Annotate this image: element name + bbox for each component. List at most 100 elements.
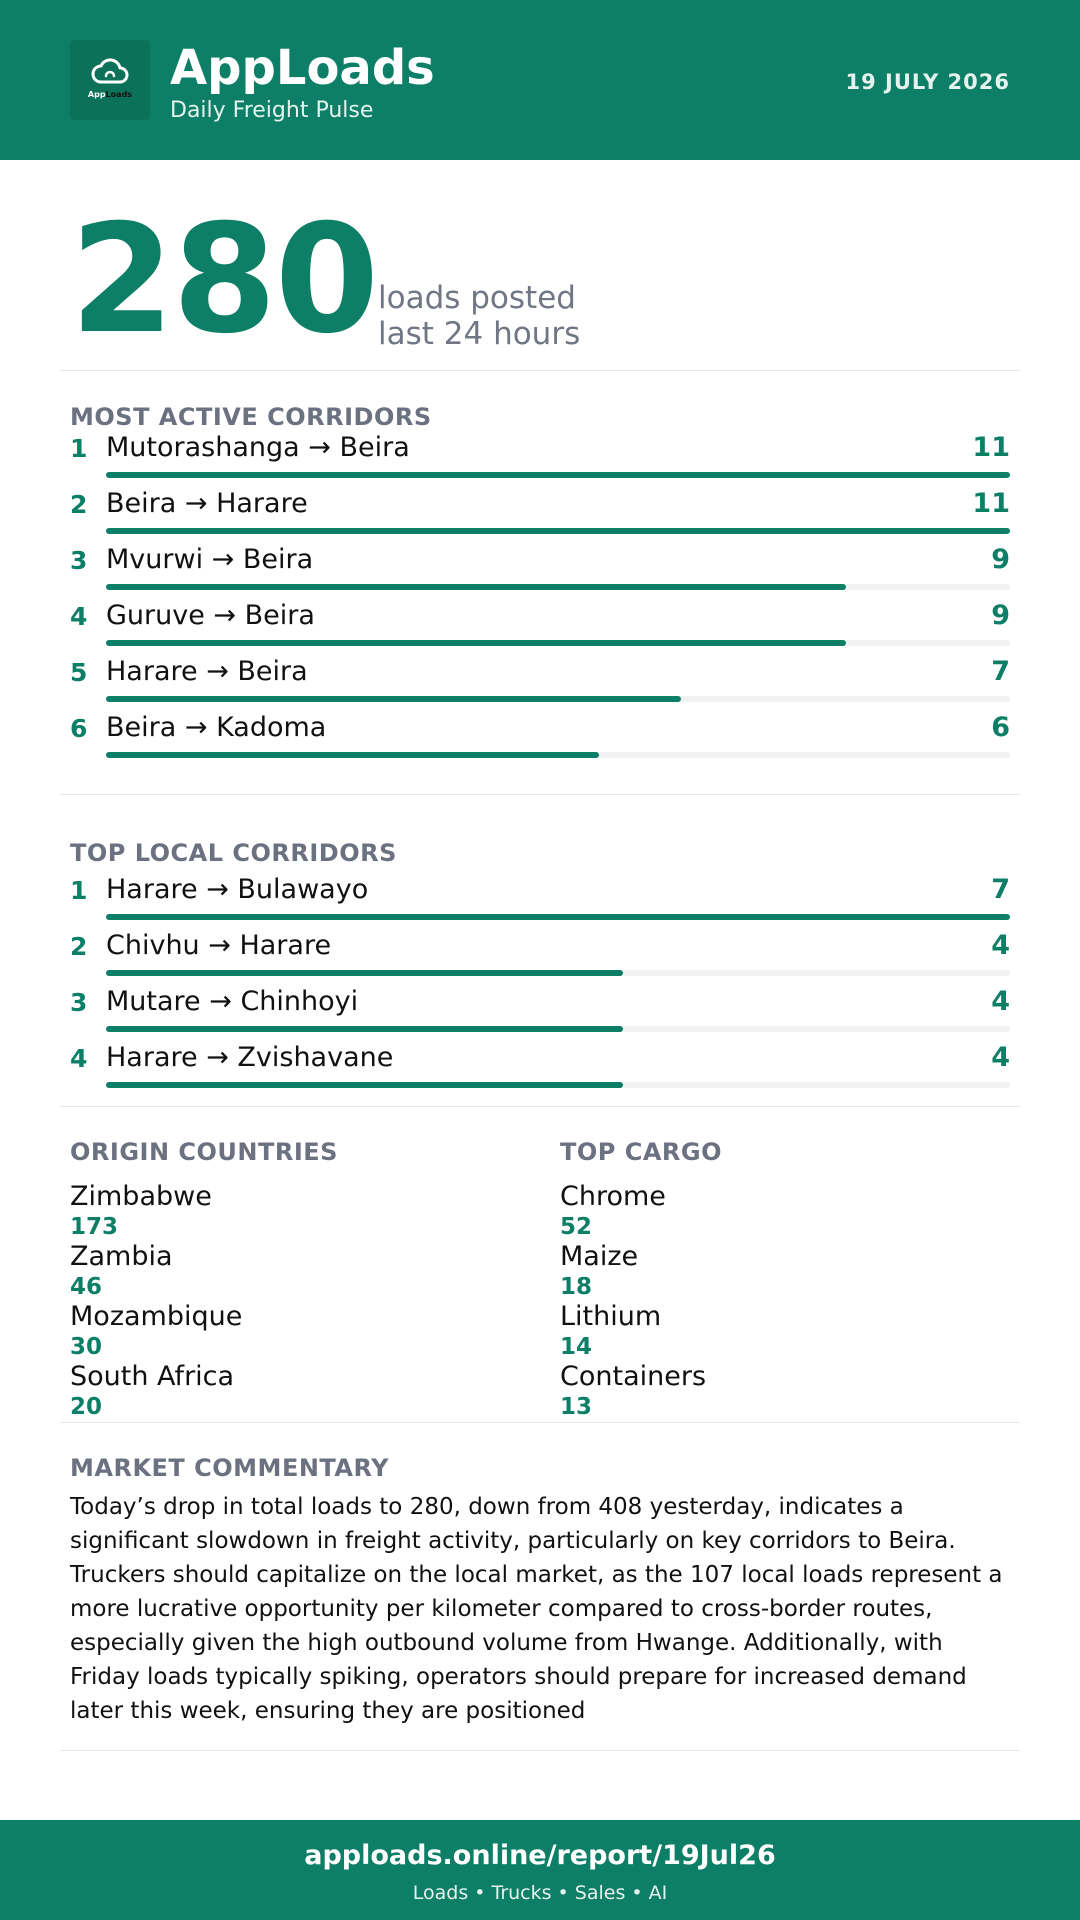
cargo-name: Lithium bbox=[560, 1301, 662, 1332]
active-corridor-row[interactable]: 1 Mutorashanga → Beira 11 bbox=[70, 432, 1010, 488]
cargo-name: Maize bbox=[560, 1241, 639, 1272]
corridor-rank: 6 bbox=[70, 714, 88, 743]
corridor-count: 11 bbox=[972, 432, 1010, 463]
corridor-route: Chivhu → Harare bbox=[106, 930, 332, 961]
corridor-bar-track bbox=[106, 1026, 1010, 1032]
section-title-commentary: MARKET COMMENTARY bbox=[70, 1454, 390, 1482]
app-title: AppLoads bbox=[170, 40, 435, 96]
corridor-rank: 2 bbox=[70, 490, 88, 519]
header-bar: AppLoads AppLoads Daily Freight Pulse 19… bbox=[0, 0, 1080, 160]
cargo-name: Containers bbox=[560, 1361, 707, 1392]
corridor-route: Mutare → Chinhoyi bbox=[106, 986, 359, 1017]
active-corridor-row[interactable]: 6 Beira → Kadoma 6 bbox=[70, 712, 1010, 768]
corridor-bar-track bbox=[106, 1082, 1010, 1088]
origin-country-name: South Africa bbox=[70, 1361, 235, 1392]
divider bbox=[60, 1422, 1020, 1423]
corridor-count: 4 bbox=[991, 1042, 1010, 1073]
app-logo[interactable]: AppLoads bbox=[70, 40, 150, 120]
corridor-route: Beira → Harare bbox=[106, 488, 308, 519]
corridor-bar-track bbox=[106, 914, 1010, 920]
corridor-bar-fill bbox=[106, 752, 600, 758]
app-subtitle: Daily Freight Pulse bbox=[170, 98, 374, 123]
corridor-bar-fill bbox=[106, 970, 623, 976]
footer-bar: apploads.online/report/19Jul26 Loads • T… bbox=[0, 1820, 1080, 1920]
footer-tagline: Loads • Trucks • Sales • AI bbox=[412, 1882, 668, 1904]
origin-country-name: Mozambique bbox=[70, 1301, 243, 1332]
top-cargo-list: Chrome 52 Maize 18 Lithium 14 Containers 13 bbox=[560, 1181, 1040, 1421]
active-corridor-row[interactable]: 5 Harare → Beira 7 bbox=[70, 656, 1010, 712]
corridor-count: 11 bbox=[972, 488, 1010, 519]
divider bbox=[60, 1750, 1020, 1751]
section-title-origin-countries: ORIGIN COUNTRIES bbox=[70, 1138, 338, 1166]
corridor-route: Harare → Zvishavane bbox=[106, 1042, 394, 1073]
section-title-top-cargo: TOP CARGO bbox=[560, 1138, 722, 1166]
corridor-rank: 1 bbox=[70, 434, 88, 463]
corridor-count: 9 bbox=[991, 544, 1010, 575]
divider bbox=[60, 794, 1020, 795]
corridor-bar-fill bbox=[106, 914, 1010, 920]
corridor-bar-track bbox=[106, 640, 1010, 646]
cargo-value: 52 bbox=[560, 1214, 593, 1240]
cargo-value: 18 bbox=[560, 1274, 593, 1300]
corridor-route: Mvurwi → Beira bbox=[106, 544, 314, 575]
top-cargo-panel: TOP CARGO Chrome 52 Maize 18 Lithium 14 Contai… bbox=[560, 1140, 1040, 1421]
cargo-value: 14 bbox=[560, 1334, 593, 1360]
local-corridor-row[interactable]: 4 Harare → Zvishavane 4 bbox=[70, 1042, 1010, 1098]
local-corridor-row[interactable]: 1 Harare → Bulawayo 7 bbox=[70, 874, 1010, 930]
origin-country-value: 173 bbox=[70, 1214, 119, 1240]
total-loads-label: loads posted last 24 hours bbox=[378, 280, 581, 352]
origin-country-value: 20 bbox=[70, 1394, 103, 1420]
cloud-icon bbox=[91, 58, 129, 84]
corridor-route: Harare → Bulawayo bbox=[106, 874, 369, 905]
corridor-rank: 4 bbox=[70, 1044, 88, 1073]
corridor-count: 4 bbox=[991, 986, 1010, 1017]
divider bbox=[60, 370, 1020, 371]
corridor-bar-track bbox=[106, 472, 1010, 478]
origin-countries-list: Zimbabwe 173 Zambia 46 Mozambique 30 South Afr… bbox=[70, 1181, 550, 1421]
corridor-bar-fill bbox=[106, 1082, 623, 1088]
corridor-rank: 5 bbox=[70, 658, 88, 687]
section-title-local-corridors: TOP LOCAL CORRIDORS bbox=[70, 839, 397, 867]
corridor-bar-fill bbox=[106, 696, 682, 702]
corridor-bar-track bbox=[106, 970, 1010, 976]
corridor-bar-track bbox=[106, 528, 1010, 534]
corridor-count: 7 bbox=[991, 874, 1010, 905]
corridor-bar-fill bbox=[106, 584, 846, 590]
active-corridor-row[interactable]: 2 Beira → Harare 11 bbox=[70, 488, 1010, 544]
corridor-count: 4 bbox=[991, 930, 1010, 961]
active-corridor-row[interactable]: 4 Guruve → Beira 9 bbox=[70, 600, 1010, 656]
corridor-bar-fill bbox=[106, 528, 1010, 534]
origin-countries-panel: ORIGIN COUNTRIES Zimbabwe 173 Zambia 46 Moza… bbox=[70, 1140, 550, 1421]
cargo-name: Chrome bbox=[560, 1181, 666, 1212]
origin-country-name: Zimbabwe bbox=[70, 1181, 212, 1212]
origin-country-value: 46 bbox=[70, 1274, 103, 1300]
report-link[interactable]: apploads.online/report/19Jul26 bbox=[304, 1840, 776, 1871]
active-corridor-row[interactable]: 3 Mvurwi → Beira 9 bbox=[70, 544, 1010, 600]
corridor-rank: 3 bbox=[70, 546, 88, 575]
corridor-bar-fill bbox=[106, 472, 1010, 478]
corridor-bar-track bbox=[106, 696, 1010, 702]
local-corridor-row[interactable]: 2 Chivhu → Harare 4 bbox=[70, 930, 1010, 986]
origin-country-value: 30 bbox=[70, 1334, 103, 1360]
corridor-bar-fill bbox=[106, 1026, 623, 1032]
corridor-rank: 4 bbox=[70, 602, 88, 631]
corridor-bar-track bbox=[106, 584, 1010, 590]
corridor-route: Harare → Beira bbox=[106, 656, 308, 687]
corridor-route: Mutorashanga → Beira bbox=[106, 432, 410, 463]
corridor-count: 6 bbox=[991, 712, 1010, 743]
cargo-value: 13 bbox=[560, 1394, 593, 1420]
corridor-bar-track bbox=[106, 752, 1010, 758]
corridor-rank: 2 bbox=[70, 932, 88, 961]
market-commentary-text: Today’s drop in total loads to 280, down… bbox=[70, 1494, 1003, 1724]
logo-wordmark: AppLoads bbox=[87, 90, 133, 99]
section-title-active-corridors: MOST ACTIVE CORRIDORS bbox=[70, 403, 432, 431]
corridor-count: 7 bbox=[991, 656, 1010, 687]
corridor-bar-fill bbox=[106, 640, 846, 646]
origin-country-name: Zambia bbox=[70, 1241, 173, 1272]
corridor-rank: 1 bbox=[70, 876, 88, 905]
corridor-count: 9 bbox=[991, 600, 1010, 631]
corridor-rank: 3 bbox=[70, 988, 88, 1017]
total-loads-value: 280 bbox=[70, 193, 379, 367]
corridor-route: Beira → Kadoma bbox=[106, 712, 327, 743]
local-corridor-row[interactable]: 3 Mutare → Chinhoyi 4 bbox=[70, 986, 1010, 1042]
